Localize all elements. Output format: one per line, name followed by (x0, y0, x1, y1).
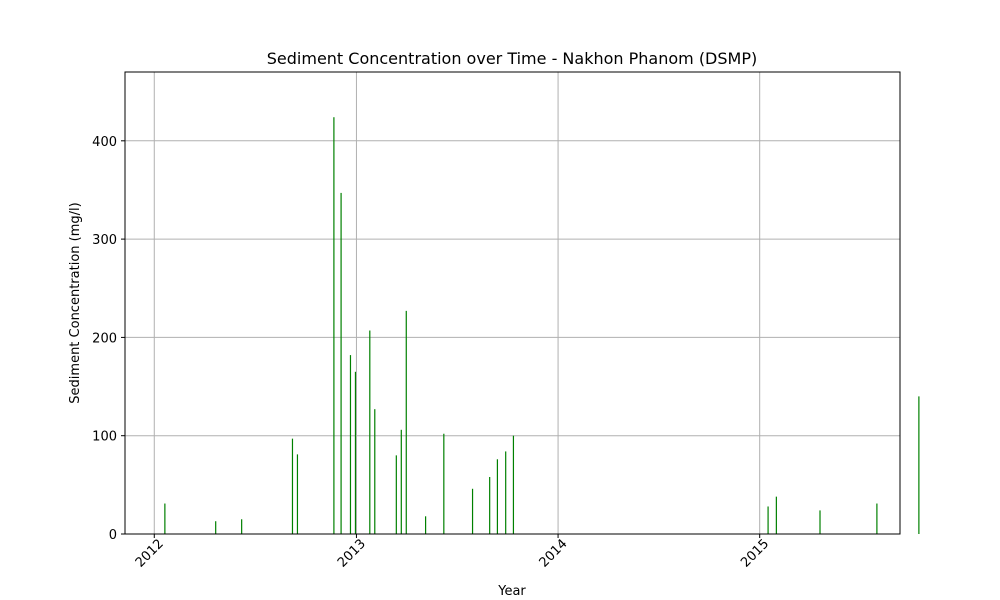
data-bar (374, 409, 376, 534)
data-bar (164, 503, 166, 534)
data-bar (876, 503, 878, 534)
data-bar (296, 454, 299, 534)
y-tick-label: 200 (92, 331, 117, 346)
data-bar (512, 435, 515, 534)
data-bar (291, 438, 294, 534)
data-bar (340, 192, 342, 535)
data-bar (405, 310, 407, 534)
data-bar (241, 519, 243, 534)
data-bar (471, 488, 474, 534)
axis-ticks: 0 100 200 300 400 2012 2013 2014 2015 (92, 135, 772, 571)
data-bar (489, 476, 491, 534)
chart-title: Sediment Concentration over Time - Nakho… (267, 49, 757, 68)
grid-lines (125, 72, 900, 535)
data-bar (505, 451, 507, 534)
data-bar (775, 496, 777, 534)
y-tick-label: 0 (109, 528, 117, 543)
x-tick-label: 2012 (133, 537, 167, 571)
data-bar (918, 396, 920, 534)
data-bar (819, 510, 821, 534)
y-axis-label: Sediment Concentration (mg/l) (68, 202, 83, 403)
data-bar (215, 521, 217, 534)
data-bar (395, 455, 397, 534)
data-bar (369, 330, 371, 534)
data-bar (333, 117, 335, 535)
x-axis-label: Year (497, 584, 526, 599)
y-tick-label: 100 (92, 430, 117, 445)
data-bar (354, 371, 357, 534)
y-tick-label: 400 (92, 135, 117, 150)
y-tick-label: 300 (92, 233, 117, 248)
x-tick-label: 2013 (335, 537, 369, 571)
data-bar (424, 516, 427, 534)
data-bar (767, 506, 769, 534)
data-bar (496, 459, 499, 534)
data-bar (443, 433, 445, 534)
data-bar (400, 429, 402, 534)
x-tick-label: 2015 (738, 537, 772, 571)
plot-frame (124, 71, 901, 535)
x-tick-label: 2014 (537, 537, 571, 571)
data-bar (349, 355, 352, 534)
bar-series (164, 117, 920, 535)
